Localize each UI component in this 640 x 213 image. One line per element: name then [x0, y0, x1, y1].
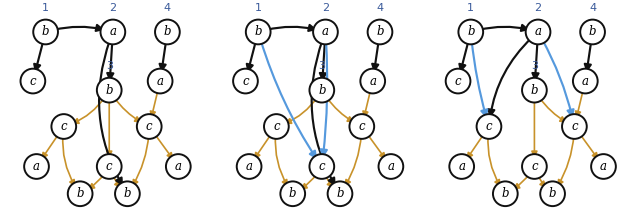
Circle shape: [328, 181, 353, 206]
Text: 2: 2: [322, 3, 329, 13]
Circle shape: [493, 181, 518, 206]
Text: a: a: [246, 160, 253, 173]
Text: b: b: [42, 26, 49, 39]
Text: b: b: [531, 84, 538, 97]
Text: b: b: [289, 187, 296, 200]
Circle shape: [280, 181, 305, 206]
Text: 1: 1: [42, 3, 49, 13]
Text: a: a: [582, 75, 589, 88]
Circle shape: [458, 20, 483, 44]
Text: a: a: [33, 160, 40, 173]
Text: b: b: [376, 26, 384, 39]
Circle shape: [477, 114, 501, 139]
Text: c: c: [455, 75, 461, 88]
Text: 1: 1: [255, 3, 262, 13]
Text: b: b: [76, 187, 84, 200]
Circle shape: [313, 20, 338, 44]
Text: 2: 2: [534, 3, 541, 13]
Text: 3: 3: [531, 61, 538, 71]
Text: c: c: [486, 120, 492, 133]
Circle shape: [264, 114, 289, 139]
Text: 4: 4: [589, 3, 596, 13]
Text: 2: 2: [109, 3, 116, 13]
Text: a: a: [109, 26, 116, 39]
Circle shape: [24, 154, 49, 179]
Circle shape: [367, 20, 392, 44]
Text: a: a: [322, 26, 329, 39]
Circle shape: [237, 154, 262, 179]
Circle shape: [97, 154, 122, 179]
Text: b: b: [106, 84, 113, 97]
Text: a: a: [369, 75, 376, 88]
Text: c: c: [106, 160, 113, 173]
Circle shape: [310, 154, 334, 179]
Circle shape: [155, 20, 180, 44]
Text: b: b: [318, 84, 326, 97]
Circle shape: [51, 114, 76, 139]
Circle shape: [445, 69, 470, 94]
Circle shape: [20, 69, 45, 94]
Text: c: c: [358, 120, 365, 133]
Text: 1: 1: [467, 3, 474, 13]
Text: b: b: [255, 26, 262, 39]
Text: c: c: [571, 120, 578, 133]
Circle shape: [562, 114, 587, 139]
Text: b: b: [549, 187, 556, 200]
Text: a: a: [157, 75, 164, 88]
Text: c: c: [242, 75, 249, 88]
Text: b: b: [124, 187, 131, 200]
Circle shape: [246, 20, 271, 44]
Circle shape: [349, 114, 374, 139]
Text: c: c: [146, 120, 152, 133]
Text: b: b: [589, 26, 596, 39]
Circle shape: [148, 69, 173, 94]
Circle shape: [573, 69, 598, 94]
Text: a: a: [458, 160, 465, 173]
Text: 3: 3: [318, 61, 325, 71]
Circle shape: [540, 181, 565, 206]
Text: 4: 4: [164, 3, 171, 13]
Text: b: b: [502, 187, 509, 200]
Circle shape: [68, 181, 93, 206]
Circle shape: [97, 78, 122, 102]
Circle shape: [233, 69, 258, 94]
Text: b: b: [336, 187, 344, 200]
Circle shape: [100, 20, 125, 44]
Text: 4: 4: [376, 3, 383, 13]
Text: c: c: [29, 75, 36, 88]
Text: c: c: [273, 120, 280, 133]
Circle shape: [115, 181, 140, 206]
Text: a: a: [387, 160, 394, 173]
Circle shape: [360, 69, 385, 94]
Text: a: a: [600, 160, 607, 173]
Text: 3: 3: [106, 61, 113, 71]
Text: a: a: [534, 26, 541, 39]
Text: c: c: [60, 120, 67, 133]
Text: a: a: [175, 160, 182, 173]
Text: c: c: [319, 160, 325, 173]
Circle shape: [449, 154, 474, 179]
Circle shape: [33, 20, 58, 44]
Circle shape: [310, 78, 334, 102]
Circle shape: [580, 20, 605, 44]
Circle shape: [522, 154, 547, 179]
Text: b: b: [164, 26, 171, 39]
Text: c: c: [531, 160, 538, 173]
Circle shape: [166, 154, 191, 179]
Circle shape: [525, 20, 550, 44]
Circle shape: [378, 154, 403, 179]
Text: b: b: [467, 26, 474, 39]
Circle shape: [137, 114, 161, 139]
Circle shape: [591, 154, 616, 179]
Circle shape: [522, 78, 547, 102]
